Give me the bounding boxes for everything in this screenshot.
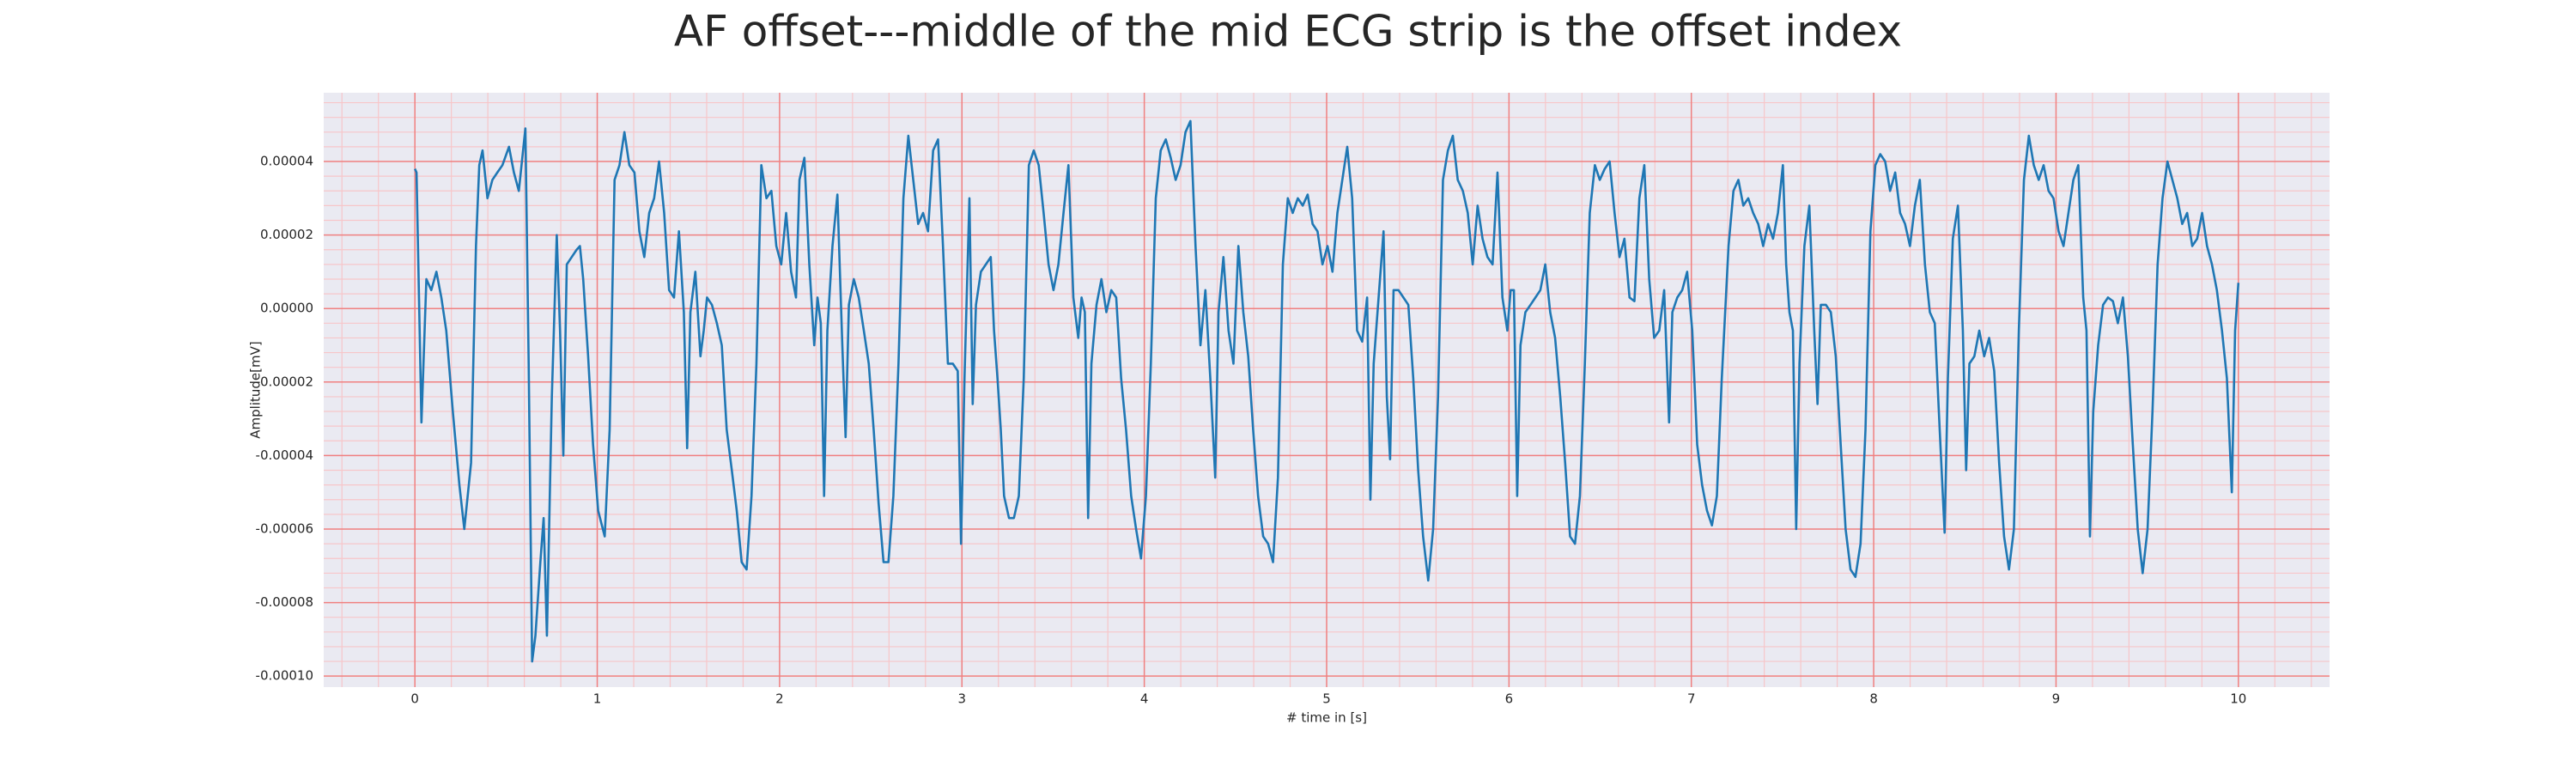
x-tick-label: 5 [1322, 691, 1331, 707]
x-tick-label: 9 [2052, 691, 2061, 707]
x-tick-label: 1 [593, 691, 602, 707]
y-tick-label: 0.00000 [260, 301, 313, 316]
ecg-line [413, 119, 2240, 663]
y-tick-label: -0.00006 [256, 520, 313, 536]
x-tick-label: 3 [957, 691, 966, 707]
x-tick-label: 6 [1505, 691, 1514, 707]
y-axis-label: Amplitude[mV] [248, 341, 264, 438]
x-tick-label: 8 [1869, 691, 1878, 707]
y-tick-label: -0.00010 [256, 668, 313, 684]
y-tick-label: 0.00004 [260, 154, 313, 169]
x-tick-label: 0 [410, 691, 419, 707]
y-tick-label: 0.00002 [260, 227, 313, 242]
x-tick-label: 4 [1140, 691, 1149, 707]
y-tick-label: -0.00008 [256, 594, 313, 610]
x-tick-label: 7 [1687, 691, 1696, 707]
x-tick-label: 10 [2230, 691, 2246, 707]
y-tick-label: -0.00002 [256, 374, 313, 389]
x-tick-label: 2 [775, 691, 784, 707]
y-tick-label: -0.00004 [256, 447, 313, 463]
x-axis-label: # time in [s] [1286, 710, 1367, 726]
chart-title: AF offset---middle of the mid ECG strip … [674, 7, 1902, 57]
